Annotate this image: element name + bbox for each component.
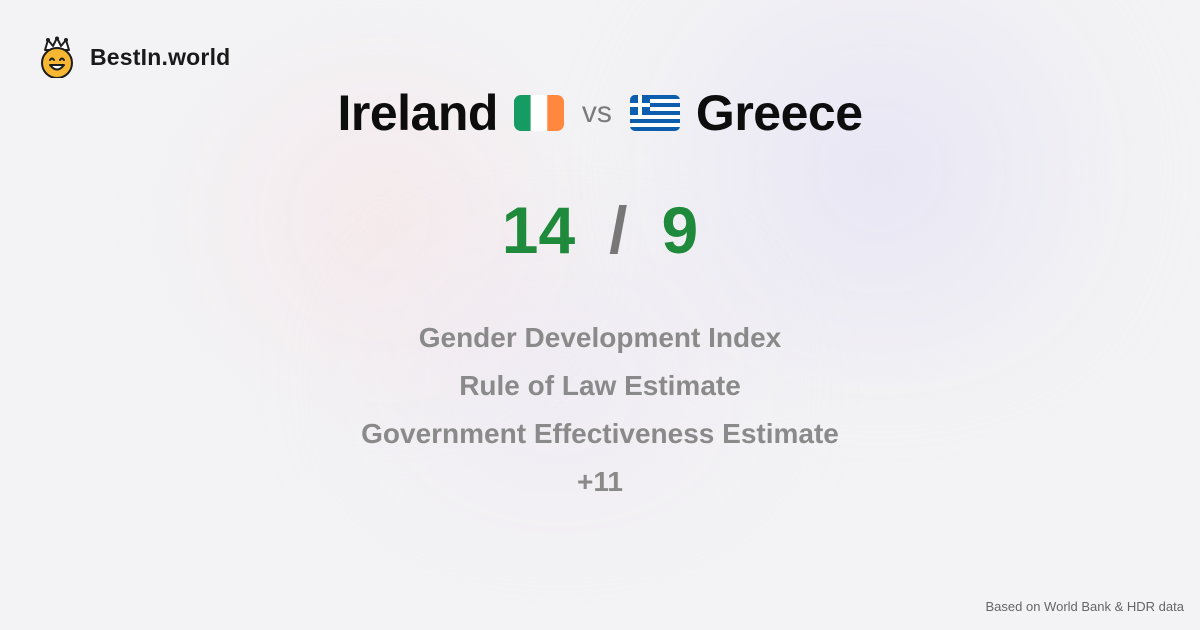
greece-flag-icon bbox=[629, 95, 680, 131]
metric-item: Rule of Law Estimate bbox=[459, 370, 741, 401]
brand[interactable]: BestIn.world bbox=[38, 36, 230, 78]
country-matchup: Ireland vs Greece bbox=[0, 84, 1200, 142]
right-score: 9 bbox=[661, 193, 699, 267]
data-source-note: Based on World Bank & HDR data bbox=[985, 599, 1184, 614]
score-comparison: 14 / 9 bbox=[0, 192, 1200, 268]
left-score: 14 bbox=[501, 193, 576, 267]
crown-smiley-icon bbox=[41, 36, 73, 78]
metric-item: Gender Development Index bbox=[418, 322, 782, 353]
brand-name: BestIn.world bbox=[90, 43, 231, 70]
vs-label: vs bbox=[581, 96, 612, 129]
more-metrics-count: +11 bbox=[577, 466, 623, 497]
ireland-flag-icon bbox=[513, 95, 564, 131]
metric-item: Government Effectiveness Estimate bbox=[361, 418, 839, 449]
metric-list: Gender Development Index Rule of Law Est… bbox=[0, 314, 1200, 506]
left-country-name[interactable]: Ireland bbox=[337, 85, 498, 141]
score-separator: / bbox=[609, 193, 628, 267]
right-country-name[interactable]: Greece bbox=[695, 85, 863, 141]
